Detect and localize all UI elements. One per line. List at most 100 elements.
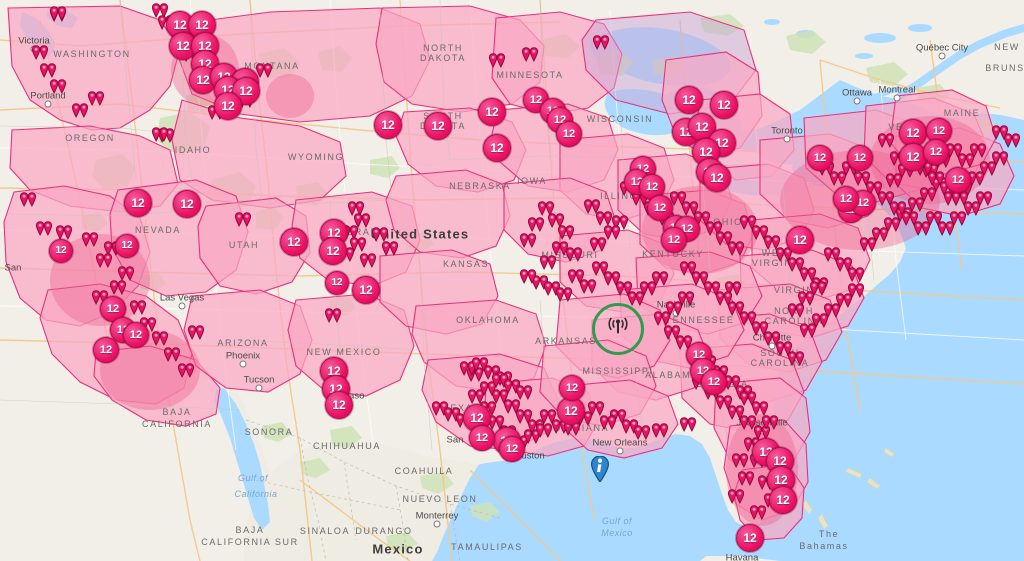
location-pin-marker[interactable] bbox=[991, 151, 1009, 166]
location-pin-marker[interactable] bbox=[611, 215, 629, 230]
cluster-marker[interactable]: 12 bbox=[899, 119, 927, 147]
cluster-marker[interactable]: 12 bbox=[557, 397, 585, 425]
location-pin-marker[interactable] bbox=[889, 201, 907, 216]
cluster-marker[interactable]: 12 bbox=[945, 167, 971, 193]
cluster-marker[interactable]: 12 bbox=[556, 121, 582, 147]
location-pin-marker[interactable] bbox=[592, 35, 610, 50]
location-pin-marker[interactable] bbox=[579, 279, 597, 294]
cluster-marker[interactable]: 12 bbox=[469, 425, 495, 451]
cluster-marker[interactable]: 12 bbox=[352, 276, 380, 304]
location-pin-marker[interactable] bbox=[739, 415, 757, 430]
location-pin-marker[interactable] bbox=[737, 471, 755, 486]
location-pin-marker[interactable] bbox=[949, 211, 967, 226]
location-pin-marker[interactable] bbox=[751, 321, 769, 336]
location-pin-marker[interactable] bbox=[491, 373, 509, 388]
location-pin-marker[interactable] bbox=[799, 267, 817, 282]
location-pin-marker[interactable] bbox=[527, 217, 545, 232]
location-pin-marker[interactable] bbox=[865, 181, 883, 196]
location-pin-marker[interactable] bbox=[87, 91, 105, 106]
location-pin-marker[interactable] bbox=[187, 325, 205, 340]
location-pin-marker[interactable] bbox=[81, 232, 99, 247]
location-pin-marker[interactable] bbox=[901, 211, 919, 226]
location-pin-marker[interactable] bbox=[871, 227, 889, 242]
location-pin-marker[interactable] bbox=[651, 423, 669, 438]
location-pin-marker[interactable] bbox=[595, 211, 613, 226]
location-pin-marker[interactable] bbox=[551, 241, 569, 256]
location-pin-marker[interactable] bbox=[49, 6, 67, 21]
location-pin-marker[interactable] bbox=[443, 407, 461, 422]
location-pin-marker[interactable] bbox=[109, 280, 127, 295]
location-pin-marker[interactable] bbox=[693, 211, 711, 226]
location-pin-marker[interactable] bbox=[847, 267, 865, 282]
location-pin-marker[interactable] bbox=[467, 389, 485, 404]
location-pin-marker[interactable] bbox=[669, 191, 687, 206]
cluster-marker[interactable]: 12 bbox=[115, 234, 139, 258]
location-pin-marker[interactable] bbox=[715, 395, 733, 410]
location-pin-marker[interactable] bbox=[521, 47, 539, 62]
location-pin-marker[interactable] bbox=[853, 171, 871, 186]
cluster-marker[interactable]: 12 bbox=[703, 164, 731, 192]
location-pin-marker[interactable] bbox=[515, 385, 533, 400]
location-pin-marker[interactable] bbox=[353, 213, 371, 228]
location-pin-marker[interactable] bbox=[234, 212, 252, 227]
cluster-marker[interactable]: 12 bbox=[232, 77, 260, 105]
location-pin-marker[interactable] bbox=[543, 281, 561, 296]
location-pin-marker[interactable] bbox=[835, 257, 853, 272]
location-pin-marker[interactable] bbox=[663, 325, 681, 340]
location-pin-marker[interactable] bbox=[907, 197, 925, 212]
location-pin-marker[interactable] bbox=[877, 191, 895, 206]
cluster-marker[interactable]: 12 bbox=[325, 391, 353, 419]
location-pin-marker[interactable] bbox=[599, 415, 617, 430]
location-pin-marker[interactable] bbox=[39, 63, 57, 78]
location-pin-marker[interactable] bbox=[975, 191, 993, 206]
location-pin-marker[interactable] bbox=[761, 415, 779, 430]
cluster-marker[interactable]: 12 bbox=[325, 271, 349, 295]
location-pin-marker[interactable] bbox=[587, 401, 605, 416]
cluster-marker[interactable]: 12 bbox=[374, 111, 402, 139]
cluster-marker[interactable]: 12 bbox=[710, 91, 738, 119]
location-pin-marker[interactable] bbox=[488, 53, 506, 68]
location-pin-marker[interactable] bbox=[503, 379, 521, 394]
location-pin-marker[interactable] bbox=[603, 225, 621, 240]
location-pin-marker[interactable] bbox=[739, 391, 757, 406]
cluster-marker[interactable]: 12 bbox=[49, 239, 73, 263]
cluster-marker[interactable]: 12 bbox=[499, 436, 525, 462]
location-pin-marker[interactable] bbox=[991, 125, 1009, 140]
location-pin-marker[interactable] bbox=[359, 253, 377, 268]
location-pin-marker[interactable] bbox=[633, 425, 651, 440]
cluster-marker[interactable]: 12 bbox=[736, 524, 764, 552]
cluster-marker[interactable]: 12 bbox=[123, 322, 149, 348]
location-pin-marker[interactable] bbox=[151, 127, 169, 142]
location-pin-marker[interactable] bbox=[537, 201, 555, 216]
location-pin-marker[interactable] bbox=[621, 419, 639, 434]
location-pin-marker[interactable] bbox=[731, 453, 749, 468]
location-pin-marker[interactable] bbox=[19, 192, 37, 207]
location-pin-marker[interactable] bbox=[763, 235, 781, 250]
location-pin-marker[interactable] bbox=[847, 283, 865, 298]
location-pin-marker[interactable] bbox=[715, 291, 733, 306]
location-pin-marker[interactable] bbox=[651, 271, 669, 286]
location-pin-marker[interactable] bbox=[735, 385, 753, 400]
location-pin-marker[interactable] bbox=[95, 253, 113, 268]
location-pin-marker[interactable] bbox=[515, 409, 533, 424]
location-pin-marker[interactable] bbox=[715, 231, 733, 246]
location-pin-marker[interactable] bbox=[823, 247, 841, 262]
location-pin-marker[interactable] bbox=[55, 225, 73, 240]
location-pin-marker[interactable] bbox=[555, 287, 573, 302]
location-pin-marker[interactable] bbox=[371, 227, 389, 242]
cluster-marker[interactable]: 12 bbox=[769, 486, 797, 514]
cluster-marker[interactable]: 12 bbox=[675, 86, 703, 114]
location-pin-marker[interactable] bbox=[347, 201, 365, 216]
location-pin-marker[interactable] bbox=[969, 143, 987, 158]
location-pin-marker[interactable] bbox=[583, 199, 601, 214]
location-pin-marker[interactable] bbox=[751, 225, 769, 240]
cluster-marker[interactable]: 12 bbox=[786, 226, 814, 254]
cluster-marker[interactable]: 12 bbox=[833, 186, 859, 212]
location-pin-marker[interactable] bbox=[117, 266, 135, 281]
location-pin-marker[interactable] bbox=[749, 505, 767, 520]
cluster-marker[interactable]: 12 bbox=[847, 145, 873, 171]
location-pin-marker[interactable] bbox=[937, 221, 955, 236]
location-pin-marker[interactable] bbox=[615, 281, 633, 296]
location-pin-marker[interactable] bbox=[565, 247, 583, 262]
